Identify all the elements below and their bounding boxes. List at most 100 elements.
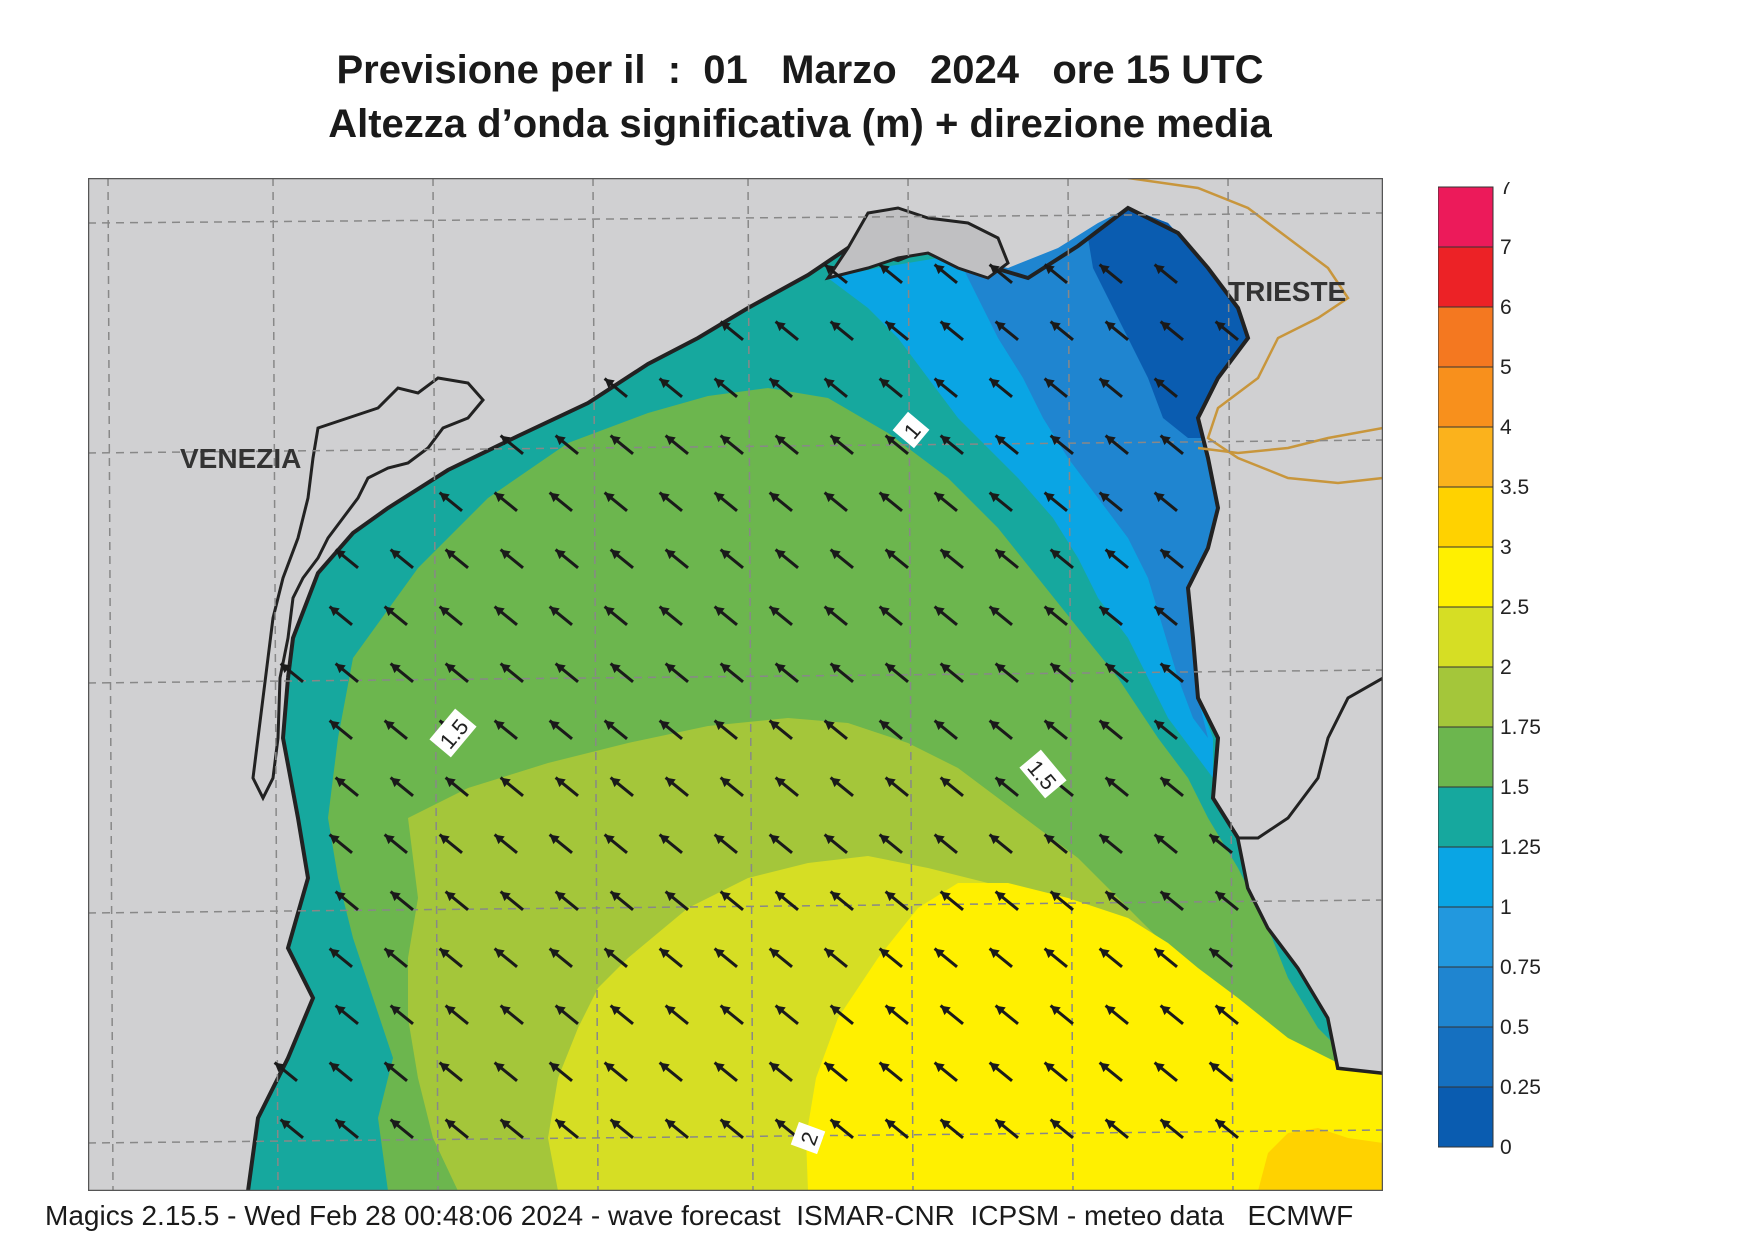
legend-swatch: [1438, 1086, 1494, 1148]
wave-arrow-head: [610, 663, 621, 674]
city-label-venezia: VENEZIA: [180, 443, 301, 474]
legend-tick-label: 2: [1500, 656, 1512, 679]
wave-arrow-head: [940, 663, 951, 674]
legend-tick-label: 0.5: [1500, 1016, 1529, 1039]
wave-arrow-head: [879, 834, 890, 845]
wave-arrow-head: [274, 1062, 285, 1073]
wave-arrow-head: [604, 1062, 615, 1073]
wave-arrow-head: [1160, 435, 1171, 446]
wave-arrow-head: [824, 948, 835, 959]
wave-arrow-head: [940, 549, 951, 560]
wave-arrow-head: [714, 948, 725, 959]
wave-arrow-head: [1099, 948, 1110, 959]
wave-arrow-head: [989, 948, 1000, 959]
wave-arrow-head: [390, 663, 401, 674]
wave-arrow-head: [610, 435, 621, 446]
wave-arrow-head: [830, 549, 841, 560]
wave-arrow-head: [500, 549, 511, 560]
wave-arrow-head: [830, 1119, 841, 1130]
wave-arrow-head: [1044, 1062, 1055, 1073]
legend-swatch: [1438, 786, 1494, 848]
wave-arrow-head: [824, 606, 835, 617]
wave-arrow-head: [940, 321, 951, 332]
wave-arrow-head: [989, 720, 1000, 731]
wave-arrow-head: [775, 891, 786, 902]
wave-arrow-head: [1044, 948, 1055, 959]
wave-arrow-head: [494, 492, 505, 503]
wave-arrow-head: [549, 1062, 560, 1073]
coastline-west: [246, 677, 316, 1191]
coastline: [286, 205, 1383, 1075]
wave-arrow-head: [439, 492, 450, 503]
wave-arrow-head: [885, 321, 896, 332]
wave-arrow-head: [445, 549, 456, 560]
legend-swatch: [1438, 246, 1494, 308]
wave-arrow-head: [934, 720, 945, 731]
wave-arrow-head: [390, 777, 401, 788]
wave-arrow-head: [1044, 492, 1055, 503]
wave-arrow-head: [1160, 777, 1171, 788]
legend-tick-label: 1.25: [1500, 836, 1541, 859]
wave-arrow-head: [555, 1005, 566, 1016]
wave-arrow-head: [769, 720, 780, 731]
color-scale-legend: 0 0.25 0.5 0.75 1 1.25 1.5 1.75 2 2.5 3 3.5 4 5 6 7 7: [1438, 182, 1541, 1159]
wave-arrow-head: [989, 378, 1000, 389]
wave-arrow-head: [885, 435, 896, 446]
wave-arrow-head: [1160, 663, 1171, 674]
wave-arrow-head: [830, 435, 841, 446]
wave-arrow-head: [769, 948, 780, 959]
wave-arrow-head: [885, 1005, 896, 1016]
wave-arrow-head: [549, 606, 560, 617]
legend-tick-label: 7: [1500, 236, 1512, 259]
wave-arrow-head: [830, 777, 841, 788]
wave-arrow-head: [665, 435, 676, 446]
wave-arrow-head: [940, 891, 951, 902]
wave-arrow-head: [1099, 1062, 1110, 1073]
wave-arrow-head: [714, 834, 725, 845]
wave-arrow-head: [329, 948, 340, 959]
wave-arrow-head: [720, 891, 731, 902]
wave-arrow-head: [775, 549, 786, 560]
north-land-patch: [824, 206, 1010, 281]
wave-arrow-head: [659, 948, 670, 959]
wave-arrow-head: [934, 492, 945, 503]
wave-arrow-head: [500, 777, 511, 788]
wave-arrow-head: [879, 264, 890, 275]
wave-arrow-head: [494, 606, 505, 617]
legend-swatch: [1438, 666, 1494, 728]
legend-tick-label: 4: [1500, 416, 1512, 439]
wave-arrow-head: [824, 264, 835, 275]
legend-tick-label: 0: [1500, 1136, 1512, 1159]
wave-arrow-head: [500, 1119, 511, 1130]
wave-arrow-head: [989, 834, 1000, 845]
wave-arrow-head: [885, 777, 896, 788]
wave-arrow-head: [1215, 321, 1226, 332]
wave-arrow-head: [1044, 834, 1055, 845]
wave-arrow-head: [1050, 891, 1061, 902]
wave-arrow-head: [659, 606, 670, 617]
wave-arrow-head: [500, 1005, 511, 1016]
footer-credits: Magics 2.15.5 - Wed Feb 28 00:48:06 2024…: [45, 1200, 1354, 1231]
legend-swatch: [1438, 606, 1494, 668]
state-border: [1127, 178, 1383, 485]
wave-arrow-head: [384, 606, 395, 617]
wave-arrow-head: [1160, 1005, 1171, 1016]
legend-swatch: [1438, 426, 1494, 488]
wave-arrow-head: [1105, 1005, 1116, 1016]
wave-arrow-head: [329, 606, 340, 617]
wave-arrow-head: [769, 834, 780, 845]
wave-direction-arrows: [273, 263, 1239, 1139]
wave-arrow-head: [659, 1062, 670, 1073]
wave-arrow-head: [714, 492, 725, 503]
wave-arrow-head: [665, 891, 676, 902]
wave-arrow-head: [439, 606, 450, 617]
wave-arrow-head: [384, 720, 395, 731]
legend-swatch: [1438, 366, 1494, 428]
wave-arrow-head: [995, 891, 1006, 902]
wave-arrow-head: [1154, 606, 1165, 617]
wave-arrow-head: [775, 1119, 786, 1130]
wave-arrow-head: [610, 1005, 621, 1016]
legend-swatch: [1438, 726, 1494, 788]
wave-arrow-head: [1160, 321, 1171, 332]
legend-swatch: [1438, 306, 1494, 368]
